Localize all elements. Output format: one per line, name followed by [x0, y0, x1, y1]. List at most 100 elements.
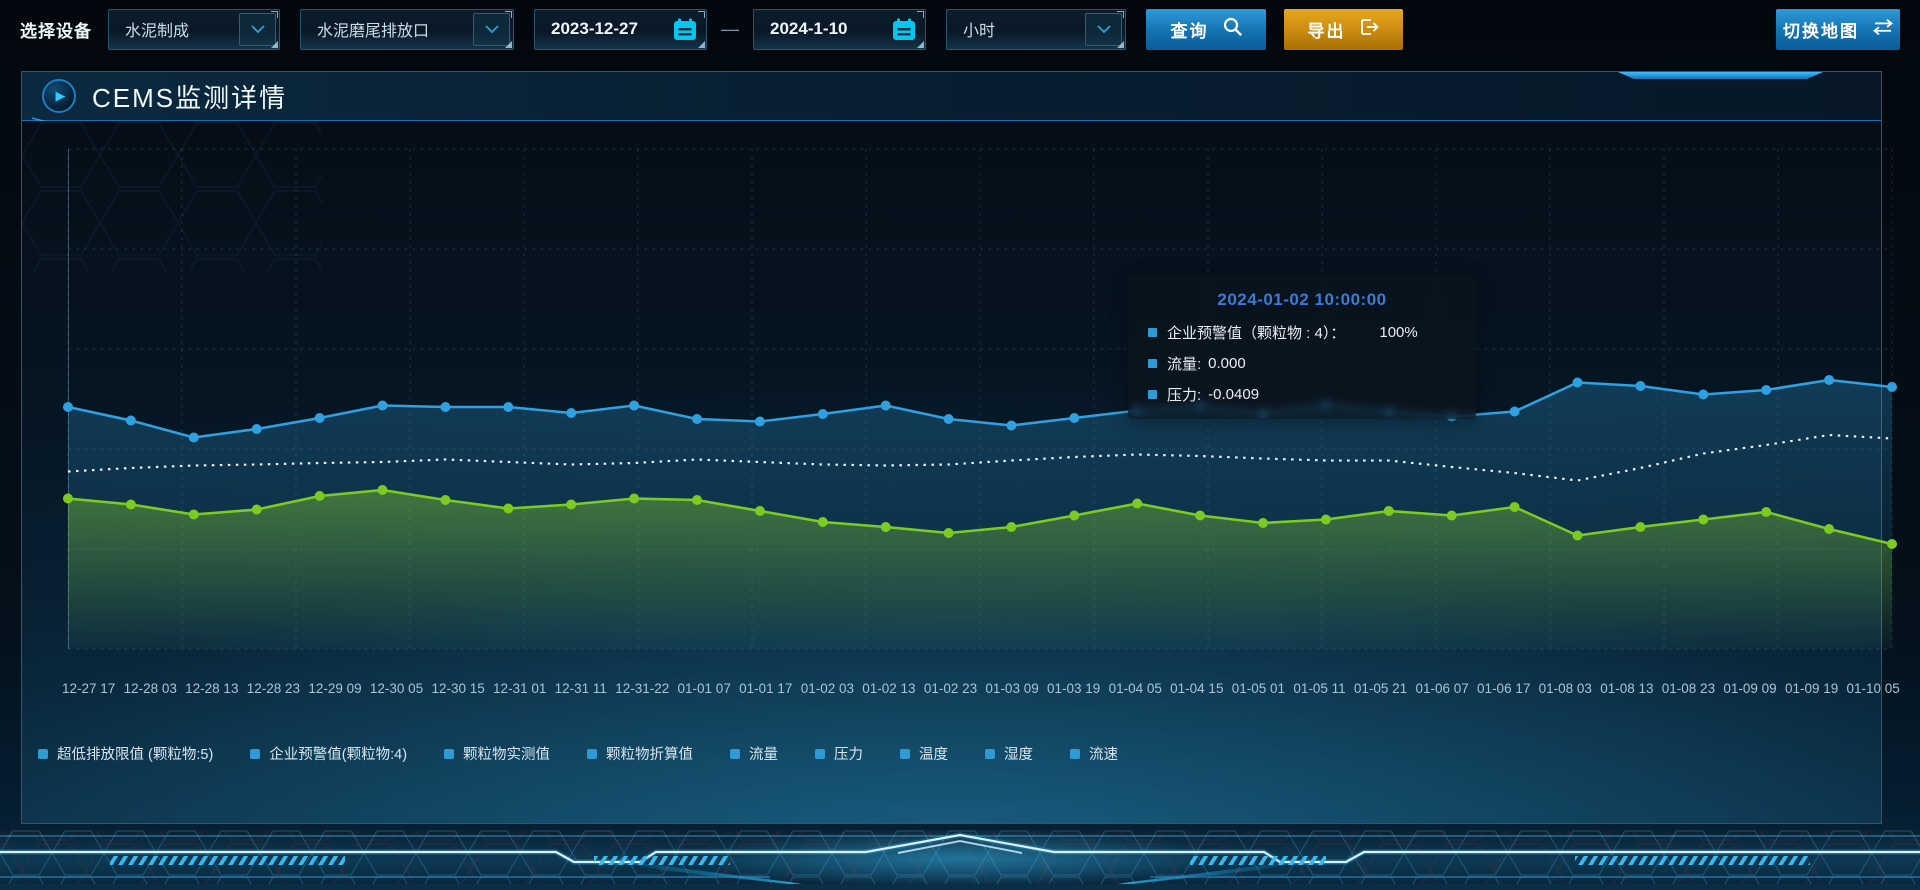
- x-axis-tick-label: 01-08 03: [1538, 681, 1592, 696]
- legend-label: 压力: [834, 747, 864, 763]
- x-axis-tick-label: 01-06 07: [1415, 681, 1469, 696]
- legend-item[interactable]: 颗粒物折算值: [587, 743, 693, 764]
- export-button-label: 导出: [1307, 21, 1346, 41]
- x-axis-tick-label: 01-04 15: [1170, 681, 1224, 696]
- device-type-select[interactable]: 水泥制成: [108, 8, 280, 50]
- x-axis-tick-label: 01-06 17: [1477, 681, 1531, 696]
- legend-marker-icon: [587, 748, 598, 759]
- legend-label: 湿度: [1004, 747, 1034, 763]
- toolbar: 选择设备 水泥制成 水泥磨尾排放口 2023-12-27: [0, 6, 1920, 52]
- export-icon: [1360, 18, 1380, 41]
- device-type-value: 水泥制成: [125, 23, 190, 40]
- x-axis-tick-label: 12-28 03: [123, 681, 177, 696]
- legend-item[interactable]: 颗粒物实测值: [444, 743, 550, 764]
- x-axis-tick-label: 12-29 09: [308, 681, 362, 696]
- x-axis-tick-label: 01-01 17: [739, 681, 793, 696]
- x-axis-tick-label: 01-02 03: [800, 681, 854, 696]
- cems-chart[interactable]: 2024-01-02 10:00:00 企业预警值（颗粒物 : 4）： 100% 流…: [63, 148, 1897, 650]
- legend-marker-icon: [1070, 748, 1081, 759]
- legend-marker-icon: [250, 748, 261, 759]
- x-axis-tick-label: 12-31-22: [615, 681, 670, 696]
- interval-value: 小时: [963, 23, 996, 40]
- end-date-value: 2024-1-10: [770, 19, 848, 38]
- swap-arrows-icon: [1873, 18, 1893, 40]
- query-button[interactable]: 查询: [1146, 8, 1266, 50]
- x-axis-tick-label: 12-31 01: [493, 681, 547, 696]
- x-axis-tick-label: 12-30 05: [369, 681, 424, 696]
- legend-item[interactable]: 湿度: [985, 743, 1033, 764]
- tooltip-rows: 企业预警值（颗粒物 : 4）： 100% 流量: 0.000 压力: -0.0409: [1148, 322, 1456, 405]
- tooltip-row: 企业预警值（颗粒物 : 4）： 100%: [1148, 322, 1456, 343]
- tooltip-series-marker-icon: [1148, 328, 1157, 337]
- x-axis-tick-label: 01-08 13: [1600, 681, 1654, 696]
- device-select-label: 选择设备: [20, 21, 92, 41]
- x-axis-tick-label: 01-05 21: [1353, 681, 1408, 696]
- chart-legend: 超低排放限值 (颗粒物:5) 企业预警值(颗粒物:4) 颗粒物实测值 颗粒物折算值 流量…: [38, 743, 1118, 764]
- export-button[interactable]: 导出: [1284, 8, 1403, 50]
- end-date-input[interactable]: 2024-1-10: [753, 8, 926, 50]
- legend-label: 超低排放限值 (颗粒物:5): [57, 747, 214, 763]
- interval-select[interactable]: 小时: [946, 8, 1126, 50]
- x-axis-tick-label: 01-05 11: [1293, 681, 1346, 696]
- x-axis-tick-label: 01-10 05: [1846, 681, 1900, 696]
- legend-item[interactable]: 超低排放限值 (颗粒物:5): [38, 743, 213, 764]
- tooltip-row-value: 0.000: [1208, 355, 1246, 372]
- tooltip-row: 流量: 0.000: [1148, 353, 1456, 374]
- legend-item[interactable]: 流量: [730, 743, 778, 764]
- legend-label: 温度: [919, 747, 949, 763]
- x-axis-tick-label: 12-28 13: [185, 681, 239, 696]
- legend-marker-icon: [730, 748, 741, 759]
- x-axis-tick-label: 01-08 23: [1661, 681, 1716, 696]
- x-axis-tick-label: 01-09 19: [1784, 681, 1839, 696]
- tooltip-series-marker-icon: [1148, 390, 1157, 399]
- switch-map-label: 切换地图: [1783, 21, 1859, 41]
- start-date-input[interactable]: 2023-12-27: [534, 8, 707, 50]
- date-range-separator: —: [721, 18, 739, 39]
- legend-item[interactable]: 企业预警值(颗粒物:4): [250, 743, 407, 764]
- x-axis-tick-label: 01-09 09: [1723, 681, 1777, 696]
- x-axis-tick-label: 12-27 17: [62, 681, 116, 696]
- footer-decoration: [0, 828, 1920, 890]
- tooltip-row-label: 压力:: [1167, 387, 1202, 404]
- tooltip-row: 压力: -0.0409: [1148, 384, 1456, 405]
- tooltip-row-value: -0.0409: [1208, 386, 1260, 403]
- panel-title: CEMS监测详情: [92, 82, 288, 113]
- x-axis-tick-label: 12-31 11: [554, 681, 607, 696]
- x-axis-tick-label: 01-02 23: [923, 681, 978, 696]
- x-axis-tick-label: 01-03 09: [985, 681, 1039, 696]
- x-axis-tick-label: 01-02 13: [862, 681, 916, 696]
- panel-header: ▶ CEMS监测详情: [22, 72, 1881, 128]
- search-icon: [1223, 17, 1242, 41]
- legend-label: 颗粒物实测值: [463, 747, 551, 763]
- switch-map-button[interactable]: 切换地图: [1776, 8, 1900, 50]
- query-button-label: 查询: [1170, 21, 1209, 41]
- play-icon: ▶: [42, 79, 76, 113]
- legend-marker-icon: [815, 748, 826, 759]
- x-axis-tick-label: 01-05 01: [1231, 681, 1286, 696]
- chevron-down-icon: [1085, 12, 1122, 46]
- outlet-select[interactable]: 水泥磨尾排放口: [300, 8, 514, 50]
- calendar-icon: [668, 13, 702, 46]
- legend-label: 颗粒物折算值: [606, 747, 694, 763]
- tooltip-row-label: 流量:: [1167, 356, 1202, 373]
- legend-marker-icon: [444, 748, 455, 759]
- x-axis-tick-label: 01-04 05: [1108, 681, 1162, 696]
- x-axis-tick-label: 12-30 15: [431, 681, 485, 696]
- legend-marker-icon: [38, 748, 48, 759]
- calendar-icon: [887, 13, 921, 46]
- tooltip-row-label: 企业预警值（颗粒物 : 4）：: [1167, 325, 1346, 342]
- chart-canvas[interactable]: [63, 148, 1897, 650]
- cems-panel: ▶ CEMS监测详情 2024-01-02 10:00:00: [21, 71, 1900, 824]
- legend-marker-icon: [900, 748, 911, 759]
- x-axis-tick-label: 01-01 07: [677, 681, 731, 696]
- legend-marker-icon: [985, 748, 996, 759]
- legend-item[interactable]: 温度: [900, 743, 948, 764]
- tooltip-series-marker-icon: [1148, 359, 1157, 368]
- x-axis-tick-label: 12-28 23: [246, 681, 301, 696]
- start-date-value: 2023-12-27: [551, 19, 638, 38]
- legend-item[interactable]: 压力: [815, 743, 863, 764]
- legend-item[interactable]: 流速: [1070, 743, 1118, 764]
- outlet-value: 水泥磨尾排放口: [317, 23, 430, 40]
- tooltip-row-value: 100%: [1379, 324, 1418, 341]
